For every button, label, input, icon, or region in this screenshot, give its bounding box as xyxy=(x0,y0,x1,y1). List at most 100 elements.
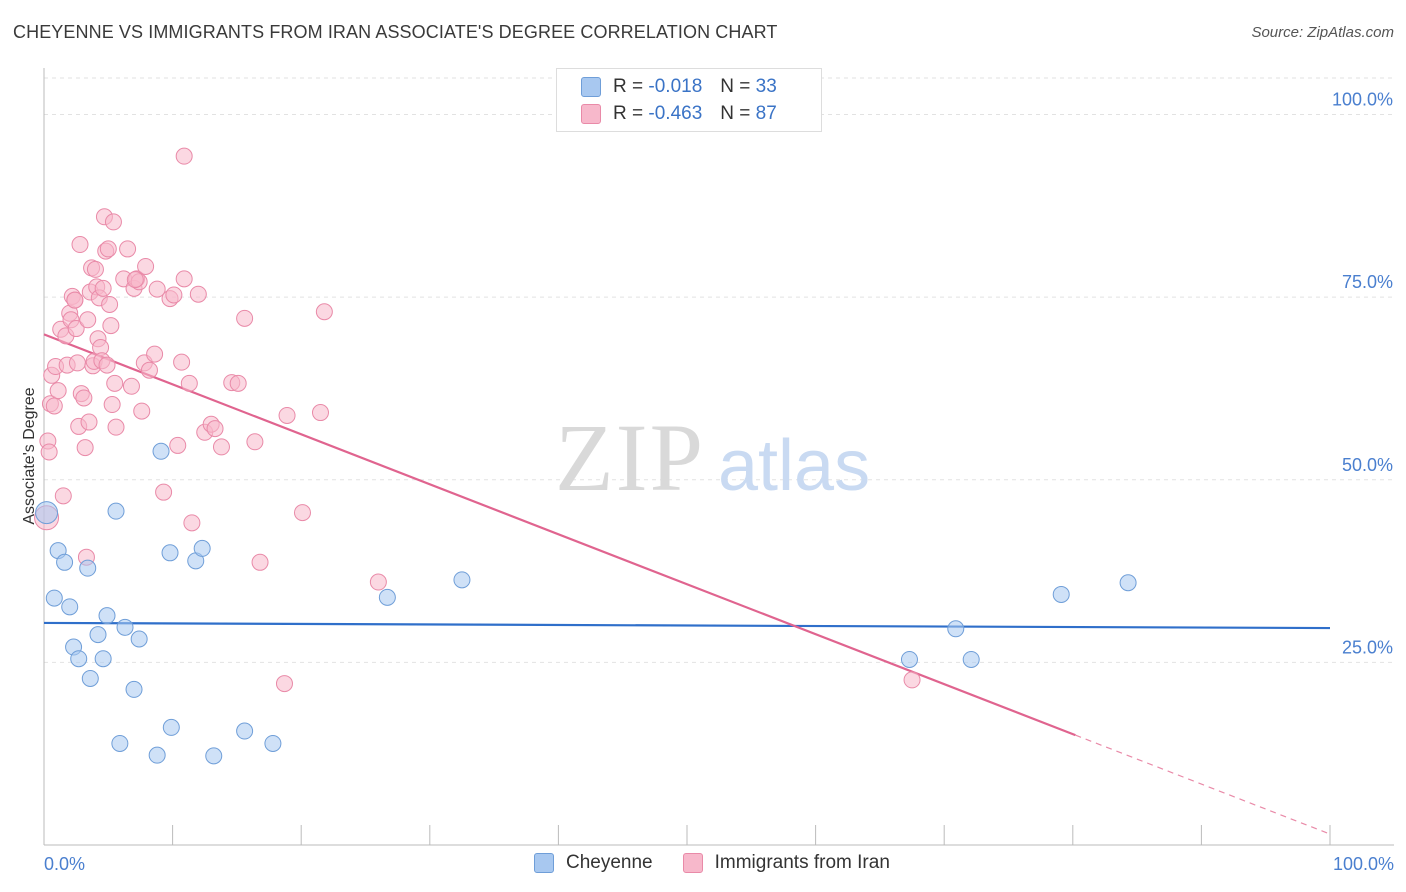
point-cheyenne xyxy=(56,553,74,571)
point-cheyenne xyxy=(264,734,282,752)
trend-line-1 xyxy=(43,333,1076,737)
point-cheyenne xyxy=(35,501,59,525)
point-iran xyxy=(180,374,198,392)
point-iran xyxy=(102,317,120,335)
series-label-cheyenne: Cheyenne xyxy=(566,852,653,873)
point-iran xyxy=(106,374,124,392)
point-iran xyxy=(236,309,254,327)
legend-row-iran: R = -0.463 N = 87 xyxy=(581,102,777,126)
point-iran xyxy=(40,443,58,461)
chart-title: CHEYENNE VS IMMIGRANTS FROM IRAN ASSOCIA… xyxy=(13,22,778,42)
point-iran xyxy=(169,436,187,454)
point-iran xyxy=(71,236,89,254)
point-cheyenne xyxy=(1052,585,1070,603)
point-iran xyxy=(148,280,166,298)
y-tick-label: 25.0% xyxy=(1342,637,1393,657)
series-swatch-cheyenne xyxy=(534,853,554,873)
point-iran xyxy=(45,397,63,415)
point-iran xyxy=(107,418,125,436)
point-iran xyxy=(311,404,329,422)
legend-n-label: N = xyxy=(720,103,751,124)
watermark-atlas: atlas xyxy=(718,426,870,506)
legend-swatch-cheyenne xyxy=(581,77,601,97)
point-iran xyxy=(146,345,164,363)
point-iran xyxy=(103,396,121,414)
point-iran xyxy=(119,240,137,258)
series-legend-item-cheyenne: Cheyenne xyxy=(534,852,653,874)
point-cheyenne xyxy=(81,669,99,687)
point-cheyenne xyxy=(1119,574,1137,592)
point-cheyenne xyxy=(111,734,129,752)
point-cheyenne xyxy=(107,502,125,520)
point-iran xyxy=(99,240,117,258)
legend-n-label: N = xyxy=(720,76,751,97)
point-iran xyxy=(165,286,183,304)
y-tick-label: 100.0% xyxy=(1332,90,1393,110)
legend-n-value: 87 xyxy=(755,103,777,124)
point-iran xyxy=(94,279,112,297)
point-iran xyxy=(212,438,230,456)
legend-row-cheyenne: R = -0.018 N = 33 xyxy=(581,75,777,99)
x-tick-label-min: 0.0% xyxy=(44,854,85,874)
point-iran xyxy=(137,257,155,275)
point-cheyenne xyxy=(947,620,965,638)
series-legend-item-iran: Immigrants from Iran xyxy=(682,852,890,874)
point-cheyenne xyxy=(205,747,223,765)
point-iran xyxy=(275,675,293,693)
point-cheyenne xyxy=(79,559,97,577)
legend-r-label: R = xyxy=(613,103,644,124)
point-cheyenne xyxy=(453,571,471,589)
y-tick-label: 75.0% xyxy=(1342,272,1393,292)
point-cheyenne xyxy=(378,588,396,606)
x-tick-label-max: 100.0% xyxy=(1333,854,1394,874)
point-iran xyxy=(175,147,193,165)
point-cheyenne xyxy=(98,607,116,625)
point-iran xyxy=(79,311,97,329)
y-tick-label: 50.0% xyxy=(1342,455,1393,475)
point-iran xyxy=(67,320,85,338)
point-cheyenne xyxy=(45,589,63,607)
point-cheyenne xyxy=(148,746,166,764)
trend-line-0 xyxy=(43,621,1331,630)
point-iran xyxy=(68,354,86,372)
point-iran xyxy=(189,285,207,303)
point-iran xyxy=(75,389,93,407)
legend-n-value: 33 xyxy=(755,76,777,97)
trend-lines xyxy=(43,333,1331,835)
point-cheyenne xyxy=(900,650,918,668)
legend-swatch-iran xyxy=(581,104,601,124)
point-cheyenne xyxy=(962,650,980,668)
point-iran xyxy=(278,406,296,424)
x-ticks xyxy=(43,825,1331,845)
point-cheyenne xyxy=(94,650,112,668)
point-cheyenne xyxy=(116,618,134,636)
legend-r-value: -0.463 xyxy=(648,103,703,124)
point-iran xyxy=(104,213,122,231)
point-iran xyxy=(175,270,193,288)
point-iran xyxy=(155,483,173,501)
point-iran xyxy=(293,504,311,522)
point-iran xyxy=(140,361,158,379)
series-swatch-iran xyxy=(682,853,703,873)
point-iran xyxy=(54,487,72,505)
series-legend: Cheyenne Immigrants from Iran xyxy=(534,852,920,874)
point-cheyenne xyxy=(236,722,254,740)
point-iran xyxy=(76,439,94,457)
source-label: Source: ZipAtlas.com xyxy=(1251,24,1394,41)
grid-lines xyxy=(44,77,1394,663)
point-iran xyxy=(173,353,191,371)
point-cheyenne xyxy=(130,630,148,648)
point-cheyenne xyxy=(161,544,179,562)
point-iran xyxy=(251,553,269,571)
point-iran xyxy=(80,413,98,431)
point-iran xyxy=(315,303,333,321)
point-iran xyxy=(229,374,247,392)
point-cheyenne xyxy=(162,718,180,736)
stats-legend: R = -0.018 N = 33 R = -0.463 N = 87 xyxy=(556,68,822,132)
y-axis-label: Associate's Degree xyxy=(21,387,38,524)
point-cheyenne xyxy=(61,598,79,616)
point-iran xyxy=(66,291,84,309)
y-tick-labels: 25.0% 50.0% 75.0% 100.0% xyxy=(1332,90,1393,658)
point-iran xyxy=(903,671,921,689)
point-iran xyxy=(98,356,116,374)
